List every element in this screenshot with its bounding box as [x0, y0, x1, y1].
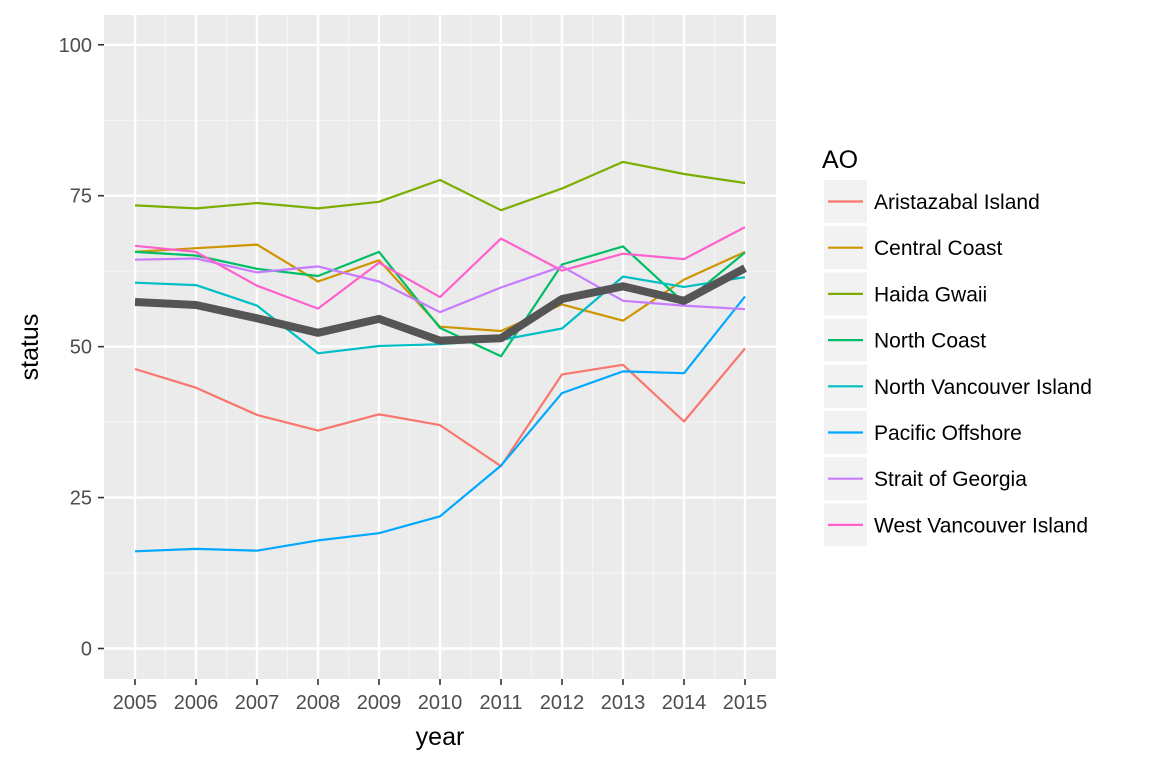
legend: AO Aristazabal Island Central Coast Haida … [822, 146, 1092, 547]
y-axis-title: status [16, 314, 44, 381]
legend-title: AO [822, 146, 858, 174]
x-tick-label: 2006 [174, 692, 219, 714]
legend-items: Aristazabal Island Central Coast Haida Gwa… [824, 180, 1092, 547]
y-axis: 0 25 50 75 100 [59, 35, 104, 661]
x-tick-label: 2011 [479, 692, 522, 714]
series-line-north-coast [134, 245, 746, 358]
series-line-aristazabal-island [134, 347, 746, 468]
y-tick-label: 75 [70, 186, 92, 208]
legend-label: Central Coast [874, 237, 1003, 260]
legend-label: Pacific Offshore [874, 422, 1022, 445]
x-tick-label: 2015 [723, 692, 768, 714]
x-tick-label: 2010 [418, 692, 463, 714]
series-line-overall [134, 264, 747, 345]
x-tick-label: 2005 [113, 692, 158, 714]
series-line-pacific-offshore [134, 295, 746, 553]
series-line-haida-gwaii [134, 160, 746, 212]
x-tick-label: 2013 [601, 692, 646, 714]
y-tick-label: 0 [81, 639, 92, 661]
legend-label: West Vancouver Island [874, 514, 1088, 537]
legend-label: Haida Gwaii [874, 283, 987, 306]
series-line-west-vancouver-island [134, 226, 746, 310]
y-tick-label: 50 [70, 337, 92, 359]
legend-label: North Vancouver Island [874, 376, 1092, 399]
x-tick-label: 2012 [540, 692, 585, 714]
x-axis-title: year [416, 723, 465, 751]
x-tick-label: 2009 [357, 692, 402, 714]
x-tick-label: 2008 [296, 692, 341, 714]
y-tick-label: 25 [70, 488, 92, 510]
y-tick-label: 100 [59, 35, 92, 57]
grid-major [104, 15, 776, 679]
x-axis: 2005 2006 2007 2008 2009 2010 2011 2012 2013 2014… [113, 679, 768, 714]
x-tick-label: 2007 [235, 692, 280, 714]
series-line-strait-of-georgia [134, 257, 746, 314]
legend-label: Aristazabal Island [874, 191, 1040, 214]
x-tick-label: 2014 [662, 692, 707, 714]
legend-label: Strait of Georgia [874, 468, 1027, 491]
legend-label: North Coast [874, 330, 986, 353]
series-layer [134, 160, 747, 553]
